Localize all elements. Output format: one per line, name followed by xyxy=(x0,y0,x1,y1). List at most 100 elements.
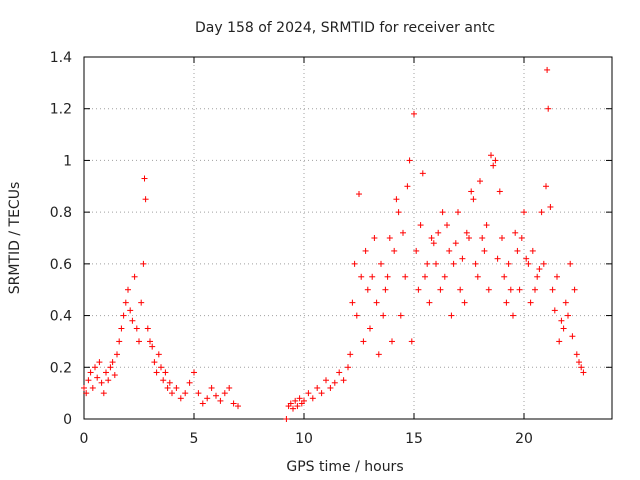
data-point xyxy=(505,260,512,267)
data-point xyxy=(89,384,96,391)
data-point xyxy=(404,183,411,190)
data-point xyxy=(155,351,162,358)
data-point xyxy=(367,325,373,332)
data-point xyxy=(314,384,321,391)
data-point xyxy=(435,229,442,236)
y-tick-label: 1.4 xyxy=(50,50,72,66)
data-point xyxy=(162,369,169,376)
data-point xyxy=(208,384,215,391)
y-tick-label: 0.2 xyxy=(50,360,72,376)
data-point xyxy=(301,397,307,404)
data-point xyxy=(386,235,393,241)
x-axis-label: GPS time / hours xyxy=(286,459,403,475)
data-point xyxy=(573,351,580,358)
data-point xyxy=(490,162,497,169)
data-point xyxy=(408,338,415,345)
data-point xyxy=(92,364,98,371)
data-points xyxy=(81,66,587,422)
chart-title: Day 158 of 2024, SRMTID for receiver ant… xyxy=(195,20,495,36)
y-tick-label: 0.6 xyxy=(50,257,72,273)
data-point xyxy=(514,247,521,254)
data-point xyxy=(395,209,402,216)
data-point xyxy=(103,369,109,376)
data-point xyxy=(580,369,587,376)
data-point xyxy=(501,273,508,280)
data-point xyxy=(521,209,527,216)
data-point xyxy=(380,312,387,319)
data-point xyxy=(138,299,145,306)
data-point xyxy=(336,369,343,376)
data-point xyxy=(461,299,468,306)
data-point xyxy=(375,351,382,358)
data-point xyxy=(133,325,140,332)
data-point xyxy=(551,307,558,314)
x-tick-label: 10 xyxy=(295,431,313,447)
data-point xyxy=(543,183,549,190)
data-point xyxy=(141,175,148,182)
data-point xyxy=(499,235,505,241)
data-point xyxy=(485,286,492,293)
data-point xyxy=(532,286,538,293)
data-point xyxy=(318,390,325,397)
data-point xyxy=(545,105,552,112)
data-point xyxy=(353,312,360,319)
data-point xyxy=(512,229,519,236)
data-point xyxy=(527,299,534,306)
data-point xyxy=(534,273,541,280)
data-point xyxy=(204,395,211,402)
data-point xyxy=(413,247,420,254)
data-point xyxy=(402,273,409,280)
data-point xyxy=(371,235,378,241)
data-point xyxy=(83,390,90,397)
data-point xyxy=(347,351,354,358)
data-point xyxy=(391,247,398,254)
data-point xyxy=(479,235,486,241)
data-point xyxy=(351,260,358,267)
data-point xyxy=(578,364,585,371)
data-point xyxy=(114,351,120,358)
data-point xyxy=(87,369,94,376)
data-point xyxy=(81,384,87,391)
data-point xyxy=(182,390,189,397)
data-point xyxy=(384,273,391,280)
y-tick-label: 0.8 xyxy=(50,205,72,221)
data-point xyxy=(221,390,228,397)
data-point xyxy=(292,397,299,404)
data-point xyxy=(492,157,499,164)
data-point xyxy=(556,338,563,345)
data-point xyxy=(417,222,424,229)
data-point xyxy=(122,299,129,306)
data-point xyxy=(213,392,219,399)
data-point xyxy=(296,395,303,402)
data-point xyxy=(382,286,389,293)
data-point xyxy=(186,379,193,386)
data-point xyxy=(516,286,523,293)
data-point xyxy=(540,260,547,267)
data-point xyxy=(129,317,136,324)
data-point xyxy=(147,338,153,345)
data-point xyxy=(481,247,488,254)
data-point xyxy=(547,203,554,210)
x-tick-label: 15 xyxy=(405,431,423,447)
data-point xyxy=(463,229,470,236)
data-point xyxy=(415,286,422,293)
data-point xyxy=(142,196,149,203)
y-tick-label: 0 xyxy=(63,412,72,428)
data-point xyxy=(426,299,433,306)
data-point xyxy=(488,152,494,159)
data-point xyxy=(120,312,127,319)
data-point xyxy=(177,395,184,402)
data-point xyxy=(118,325,125,332)
data-point xyxy=(199,400,206,407)
data-point xyxy=(560,325,567,332)
data-point xyxy=(569,333,576,340)
data-point xyxy=(169,390,175,397)
data-point xyxy=(452,240,459,247)
data-point xyxy=(562,299,569,306)
data-point xyxy=(140,260,147,267)
data-point xyxy=(441,273,448,280)
data-point xyxy=(94,374,101,381)
data-point xyxy=(529,247,536,254)
data-point xyxy=(523,255,530,262)
